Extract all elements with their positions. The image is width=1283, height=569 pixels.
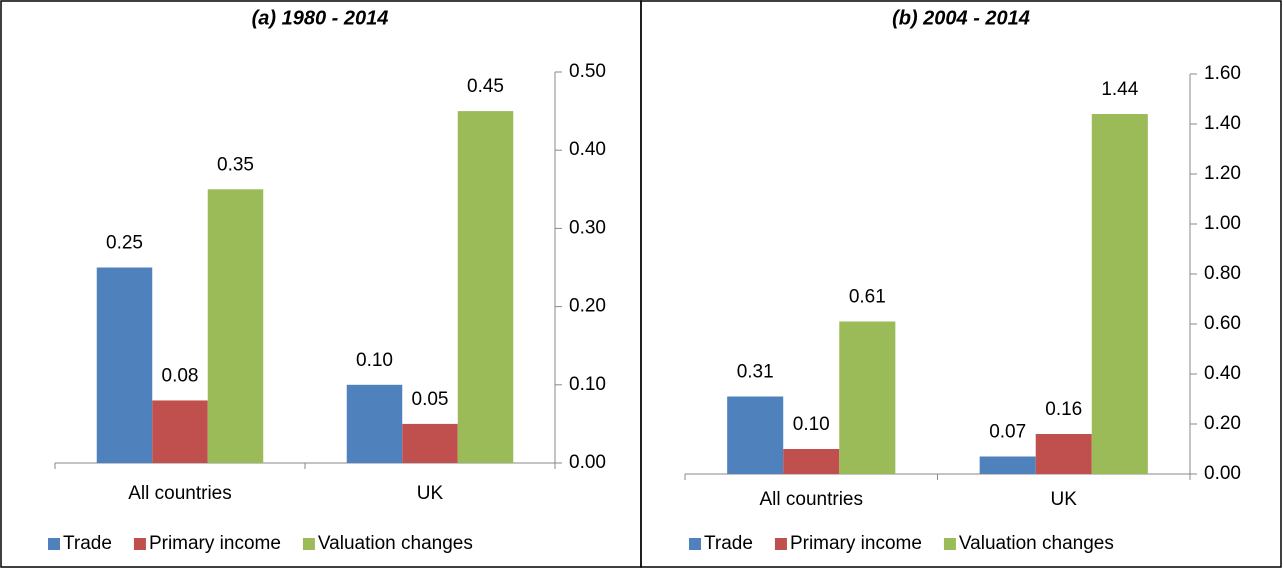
chart-title: (a) 1980 - 2014 <box>252 7 389 29</box>
panel-border <box>640 0 1282 568</box>
x-tick-label: All countries <box>128 483 232 504</box>
data-label: 0.61 <box>849 287 886 308</box>
y-tick-label: 0.40 <box>1204 363 1241 384</box>
y-tick-label: 0.50 <box>569 61 606 82</box>
legend-label: Valuation changes <box>318 533 473 554</box>
data-label: 0.31 <box>737 362 774 383</box>
data-label: 0.05 <box>412 389 449 410</box>
x-tick-label: All countries <box>760 489 864 510</box>
x-tick-label: UK <box>1051 489 1078 510</box>
bar <box>207 189 264 464</box>
y-tick-label: 0.80 <box>1204 263 1241 284</box>
bar <box>152 400 208 463</box>
legend-label: Trade <box>704 533 753 554</box>
legend-swatch <box>689 538 701 550</box>
bar <box>1091 114 1148 474</box>
y-tick-label: 0.20 <box>569 296 606 317</box>
y-tick-label: 1.20 <box>1204 163 1241 184</box>
data-label: 0.16 <box>1045 399 1082 420</box>
y-tick-label: 1.60 <box>1204 63 1241 84</box>
bar <box>979 456 1036 474</box>
y-tick-label: 0.60 <box>1204 313 1241 334</box>
data-label: 0.07 <box>989 422 1026 443</box>
y-tick-label: 0.20 <box>1204 413 1241 434</box>
bar <box>783 449 840 474</box>
y-tick-label: 0.30 <box>569 217 606 238</box>
legend-swatch <box>774 538 787 550</box>
bar <box>457 111 514 463</box>
x-tick-label: UK <box>417 483 444 504</box>
data-label: 0.45 <box>467 76 504 97</box>
y-tick-label: 1.00 <box>1204 213 1241 234</box>
bar <box>96 267 153 463</box>
legend-swatch <box>48 538 60 550</box>
legend-label: Trade <box>63 533 112 554</box>
data-label: 0.25 <box>106 233 143 254</box>
legend-swatch <box>133 538 146 550</box>
legend-label: Primary income <box>149 533 281 554</box>
y-tick-label: 0.00 <box>1204 463 1241 484</box>
data-label: 0.35 <box>217 154 254 175</box>
bar <box>727 396 784 474</box>
bar <box>839 321 896 474</box>
data-label: 0.10 <box>356 350 393 371</box>
legend-label: Primary income <box>790 533 922 554</box>
bar <box>346 384 403 463</box>
y-tick-label: 0.40 <box>569 139 606 160</box>
legend-swatch <box>943 538 956 550</box>
data-label: 1.44 <box>1101 79 1138 100</box>
y-tick-label: 0.00 <box>569 452 606 473</box>
legend-label: Valuation changes <box>959 533 1114 554</box>
bar <box>402 423 458 463</box>
y-tick-label: 0.10 <box>569 374 606 395</box>
data-label: 0.08 <box>162 365 199 386</box>
data-label: 0.10 <box>793 414 830 435</box>
bar <box>1035 434 1092 474</box>
legend-swatch <box>302 538 315 550</box>
chart-title: (b) 2004 - 2014 <box>892 7 1030 29</box>
y-tick-label: 1.40 <box>1204 113 1241 134</box>
